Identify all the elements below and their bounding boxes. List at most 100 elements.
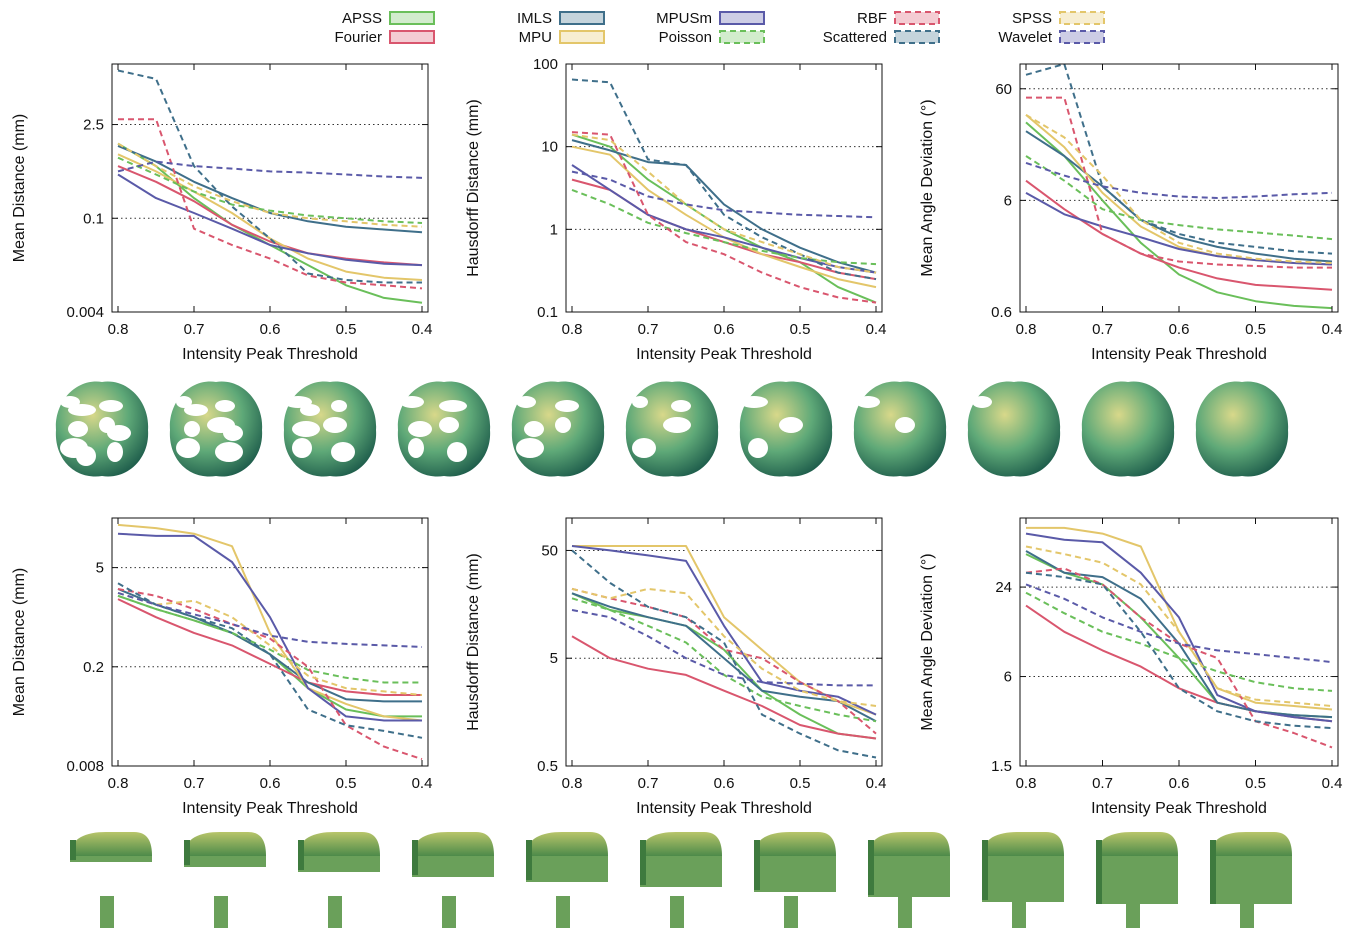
x-tick-label: 0.8 [1016, 775, 1037, 792]
y-tick-label: 60 [995, 81, 1012, 98]
chart-svg: 0.008 0.2 5 0.8 0.7 0.6 0.5 0.4 Intensity Peak T… [11, 517, 433, 817]
series-line-mpusm [571, 164, 877, 274]
chart-mean-distance-top: 0.004 0.1 2.5 0.8 0.7 0.6 0.5 0.4 Intensity Peak… [0, 56, 454, 368]
series-line-scattered [571, 549, 877, 759]
x-tick-label: 0.7 [1092, 775, 1113, 792]
y-tick-label: 0.5 [537, 758, 558, 775]
x-tick-label: 0.5 [1245, 775, 1266, 792]
series-line-rbf [117, 588, 423, 761]
mailbox-surface-thumbnail [640, 832, 722, 928]
y-tick-label: 0.1 [537, 304, 558, 321]
chart-svg: 0.1 1 10 100 0.8 0.7 0.6 0.5 0.4 Intensity Peak T… [465, 56, 886, 363]
mailbox-surface-thumbnail [412, 832, 494, 928]
y-tick-label: 6 [1004, 192, 1012, 209]
series-line-mpu [572, 545, 877, 716]
legend-label: RBF [857, 10, 887, 27]
series-line-imls [571, 139, 877, 274]
series-line-fourier [117, 165, 423, 267]
legend-entry-imls: IMLS [517, 10, 605, 27]
series-line-mpu [117, 523, 423, 722]
series-line-fourier [1025, 604, 1333, 723]
x-tick-label: 0.7 [1092, 321, 1113, 338]
chart-svg: 0.004 0.1 2.5 0.8 0.7 0.6 0.5 0.4 Intensity Peak… [11, 63, 432, 363]
x-tick-label: 0.8 [108, 321, 129, 338]
x-tick-label: 0.6 [714, 321, 735, 338]
legend-label: IMLS [517, 10, 552, 27]
series-line-mpusm [571, 545, 877, 716]
legend-label: Fourier [334, 29, 382, 46]
series-line-scattered [117, 69, 422, 284]
y-tick-label: 0.004 [66, 304, 104, 321]
series-line-fourier [571, 635, 877, 740]
y-tick-label: 1 [550, 221, 558, 238]
series-line-wavelet [117, 591, 423, 648]
legend-swatch [559, 30, 605, 44]
series-line-rbf [118, 118, 423, 290]
series-line-mpusm [1025, 192, 1333, 266]
x-tick-label: 0.4 [412, 775, 433, 792]
series-line-scattered [571, 78, 877, 281]
x-axis-label: Intensity Peak Threshold [636, 346, 812, 363]
series-line-wavelet [571, 609, 876, 687]
x-tick-label: 0.5 [336, 321, 357, 338]
x-tick-label: 0.5 [790, 321, 811, 338]
x-tick-label: 0.7 [184, 321, 205, 338]
x-tick-label: 0.6 [1169, 321, 1190, 338]
series-line-scattered [117, 582, 423, 739]
x-tick-label: 0.4 [866, 775, 887, 792]
series-line-mpusm [1025, 532, 1333, 723]
y-tick-label: 50 [541, 542, 558, 559]
blob-surface-thumbnail [1195, 381, 1289, 477]
x-tick-label: 0.7 [638, 321, 659, 338]
blob-surface-thumbnail [625, 381, 719, 477]
series-line-spss [1025, 114, 1333, 264]
legend-entry-wavelet: Wavelet [998, 29, 1105, 46]
legend-label: SPSS [1012, 10, 1052, 27]
blob-surface-thumbnail [967, 381, 1061, 477]
legend-entry-poisson: Poisson [659, 29, 765, 46]
y-axis-label: Mean Angle Deviation (°) [919, 553, 936, 730]
x-tick-label: 0.6 [714, 775, 735, 792]
y-tick-label: 5 [96, 560, 104, 577]
y-tick-label: 10 [541, 139, 558, 156]
legend-entry-mpu: MPU [519, 29, 605, 46]
mailbox-surface-thumbnail [184, 832, 266, 928]
series-line-wavelet [1025, 583, 1333, 664]
x-tick-label: 0.5 [790, 775, 811, 792]
x-tick-label: 0.8 [562, 775, 583, 792]
blob-surface-thumbnail [1081, 381, 1175, 477]
series-line-poisson [117, 594, 422, 684]
legend-entry-spss: SPSS [1012, 10, 1105, 27]
series-line-rbf [571, 587, 877, 735]
surface-strip-mailbox [50, 826, 1330, 930]
legend-swatch [719, 11, 765, 25]
series-line-mpusm [117, 532, 422, 722]
plot-frame [111, 63, 429, 313]
mailbox-surface-thumbnail [1096, 832, 1178, 928]
legend-label: APSS [342, 10, 382, 27]
y-tick-label: 24 [995, 579, 1012, 596]
y-tick-label: 6 [1004, 669, 1012, 686]
legend-label: Wavelet [998, 29, 1052, 46]
x-tick-label: 0.5 [1245, 321, 1266, 338]
series-line-wavelet [117, 160, 423, 179]
series-line-rbf [1026, 96, 1332, 269]
chart-angle-top: 0.6 6 60 0.8 0.7 0.6 0.5 0.4 Intensity Peak Thre… [908, 56, 1364, 368]
chart-mean-distance-bottom: 0.008 0.2 5 0.8 0.7 0.6 0.5 0.4 Intensity Peak T… [0, 510, 454, 822]
mailbox-surface-thumbnail [982, 832, 1064, 928]
x-tick-label: 0.7 [184, 775, 205, 792]
x-axis-label: Intensity Peak Threshold [182, 346, 358, 363]
legend-entry-mpusm: MPUSm [656, 10, 765, 27]
series-line-apss [1025, 121, 1333, 310]
chart-hausdorff-top: 0.1 1 10 100 0.8 0.7 0.6 0.5 0.4 Intensity Peak T… [454, 56, 908, 368]
series-line-spss [117, 591, 423, 696]
legend-swatch [389, 30, 435, 44]
x-axis-label: Intensity Peak Threshold [1091, 800, 1267, 817]
legend-label: Poisson [659, 29, 712, 46]
y-tick-label: 0.6 [991, 304, 1012, 321]
series-line-wavelet [571, 170, 877, 219]
y-tick-label: 0.1 [83, 210, 104, 227]
y-axis-label: Hausdorff Distance (mm) [465, 99, 482, 277]
mailbox-surface-thumbnail [526, 832, 608, 928]
blob-surface-thumbnail [739, 381, 833, 477]
